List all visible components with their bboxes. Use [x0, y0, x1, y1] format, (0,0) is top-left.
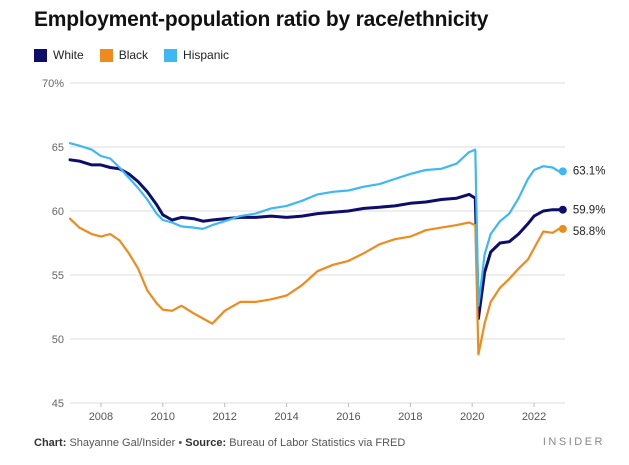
footer-source-label: Source:: [185, 437, 227, 449]
legend-label-hispanic: Hispanic: [183, 48, 230, 62]
x-tick-label-2008: 2008: [89, 411, 113, 423]
series-line-hispanic: [68, 142, 560, 307]
x-tick-label-2016: 2016: [336, 411, 360, 423]
legend: White Black Hispanic: [34, 48, 229, 62]
chart-title: Employment-population ratio by race/ethn…: [34, 8, 489, 31]
x-tick-label-2018: 2018: [398, 411, 422, 423]
y-tick-label-70: 70%: [42, 78, 64, 90]
legend-swatch-hispanic: [164, 48, 178, 62]
end-marker-hispanic: [558, 167, 567, 176]
legend-item-hispanic: Hispanic: [164, 48, 229, 62]
y-tick-label-55: 55: [52, 270, 64, 282]
x-tick-label-2020: 2020: [460, 411, 484, 423]
insider-logo: INSIDER: [542, 436, 605, 448]
y-tick-label-65: 65: [52, 142, 64, 154]
footer-source-text: Bureau of Labor Statistics via FRED: [229, 437, 406, 449]
end-label-white: 59.9%: [573, 205, 606, 217]
x-tick-label-2022: 2022: [522, 411, 546, 423]
end-marker-black: [558, 224, 567, 233]
x-tick-label-2010: 2010: [151, 411, 175, 423]
end-label-hispanic: 63.1%: [573, 165, 606, 177]
y-tick-label-50: 50: [52, 334, 64, 346]
footer-separator: •: [178, 437, 183, 449]
series-line-white: [68, 158, 561, 320]
legend-swatch-white: [34, 48, 47, 62]
end-label-black: 58.8%: [573, 226, 606, 238]
x-tick-label-2014: 2014: [274, 411, 298, 423]
footer-chart-label: Chart:: [34, 437, 67, 449]
legend-label-black: Black: [118, 48, 149, 62]
series-line-black: [68, 217, 560, 356]
legend-label-white: White: [53, 48, 84, 62]
footer: Chart: Shayanne Gal/Insider • Source: Bu…: [34, 437, 405, 449]
y-tick-label-60: 60: [52, 206, 64, 218]
x-tick-label-2012: 2012: [212, 411, 236, 423]
end-marker-white: [558, 205, 567, 214]
footer-chart-credit: Shayanne Gal/Insider: [69, 437, 176, 449]
legend-swatch-black: [99, 48, 113, 62]
legend-item-white: White: [34, 48, 84, 62]
legend-item-black: Black: [99, 48, 149, 62]
y-tick-label-45: 45: [52, 398, 64, 410]
